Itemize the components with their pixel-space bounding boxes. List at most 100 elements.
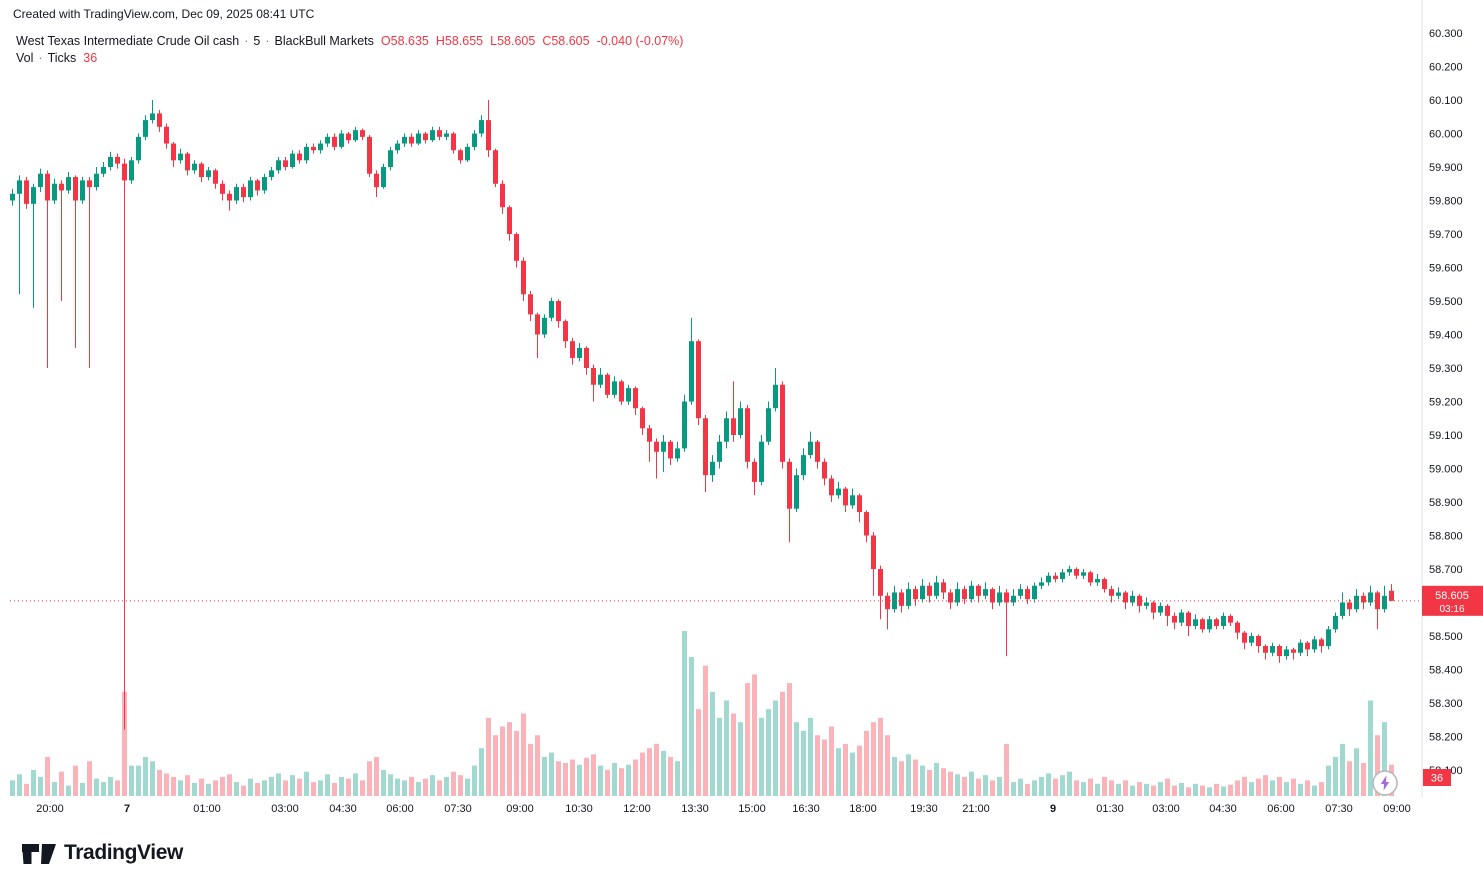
volume-bar [759, 717, 764, 796]
candle [1046, 572, 1051, 586]
candle [829, 475, 834, 502]
volume-bar [269, 776, 274, 796]
volume-bar [353, 773, 358, 796]
provider-name[interactable]: BlackBull Markets [274, 34, 374, 48]
candle [906, 582, 911, 610]
volume-bar [633, 759, 638, 796]
volume-label[interactable]: Vol [16, 51, 34, 65]
candle [122, 158, 127, 730]
volume-bar [185, 775, 190, 796]
price-tick-label: 59.800 [1429, 196, 1463, 208]
volume-bar [591, 754, 596, 796]
time-tick-label: 18:00 [849, 803, 877, 815]
candle [318, 140, 323, 154]
volume-bar [710, 691, 715, 796]
time-scale[interactable]: 20:00 7 01:00 03:00 04:30 06:00 07:30 09:00 10:3… [36, 803, 1411, 815]
volume-bar [920, 765, 925, 796]
volume-bar [661, 750, 666, 796]
candle [213, 168, 218, 189]
candle [913, 585, 918, 606]
volume-bar [325, 774, 330, 796]
volume-bar [416, 782, 421, 796]
volume-bar [1298, 783, 1303, 796]
volume-bar [1319, 782, 1324, 796]
volume-bar [283, 780, 288, 796]
volume-bar [787, 683, 792, 796]
candle [1137, 594, 1142, 613]
candle [647, 424, 652, 462]
volume-bar [1340, 743, 1345, 796]
volume-bar [1032, 780, 1037, 796]
time-tick-label: 09:00 [1383, 803, 1411, 815]
volume-bar [668, 756, 673, 796]
volume-bar [24, 783, 29, 796]
tradingview-logo-text: TradingView [64, 841, 183, 864]
volume-bar [192, 782, 197, 796]
candle [934, 575, 939, 600]
candle [283, 156, 288, 171]
volume-bar [703, 665, 708, 796]
candle [1263, 644, 1268, 660]
volume-bar [311, 782, 316, 796]
volume-bar [675, 761, 680, 796]
candle [290, 150, 295, 169]
volume-bar [682, 631, 687, 796]
time-tick-label: 04:30 [1209, 803, 1237, 815]
candle [843, 486, 848, 513]
candle [591, 364, 596, 402]
volume-bar [738, 722, 743, 796]
volume-series [10, 631, 1394, 796]
volume-bar [717, 717, 722, 796]
candle [626, 384, 631, 405]
volume-bar [17, 774, 22, 796]
candle [1039, 577, 1044, 590]
time-tick-label: 03:00 [1152, 803, 1180, 815]
candle [731, 381, 736, 442]
candle [850, 488, 855, 509]
time-tick-label: 10:30 [565, 803, 593, 815]
lightning-icon[interactable] [1372, 770, 1398, 796]
candle [1060, 569, 1065, 583]
candle [1102, 577, 1107, 593]
volume-bar [360, 780, 365, 796]
volume-bar [745, 683, 750, 796]
volume-bar [423, 778, 428, 796]
candle [395, 140, 400, 154]
candle [87, 177, 92, 368]
volume-bar [892, 756, 897, 796]
symbol-title[interactable]: West Texas Intermediate Crude Oil cash [16, 34, 240, 48]
volume-bar [976, 778, 981, 796]
volume-bar [640, 752, 645, 796]
volume-bar [241, 785, 246, 796]
volume-bar [794, 722, 799, 796]
volume-bar [1200, 785, 1205, 796]
chart-canvas[interactable]: 60.300 60.200 60.100 60.000 59.900 59.800 59.7… [0, 0, 1483, 830]
price-scale[interactable]: 60.300 60.200 60.100 60.000 59.900 59.800 59.7… [1421, 0, 1463, 798]
volume-bar [143, 756, 148, 796]
volume-bar [997, 776, 1002, 796]
candle [976, 584, 981, 603]
volume-bar [1214, 783, 1219, 796]
candle [619, 379, 624, 405]
legend-separator: · [244, 34, 249, 48]
volume-bar [451, 771, 456, 796]
volume-bar [1375, 735, 1380, 796]
candle [1193, 614, 1198, 630]
price-tick-label: 58.300 [1429, 698, 1463, 710]
candle [612, 376, 617, 399]
volume-bar [878, 717, 883, 796]
volume-bar [437, 780, 442, 796]
volume-bar [388, 774, 393, 796]
price-tick-label: 60.100 [1429, 95, 1463, 107]
volume-bar [199, 778, 204, 796]
volume-bar [829, 726, 834, 796]
tradingview-logo[interactable]: TradingView [22, 839, 183, 867]
time-tick-label: 01:00 [193, 803, 221, 815]
interval-value[interactable]: 5 [253, 34, 261, 48]
ohlc-open: O58.635 [380, 34, 429, 48]
volume-bar [1263, 775, 1268, 796]
candle [416, 130, 421, 146]
candle [311, 143, 316, 154]
candle [717, 435, 722, 469]
countdown-label: 03:16 [1439, 604, 1464, 615]
